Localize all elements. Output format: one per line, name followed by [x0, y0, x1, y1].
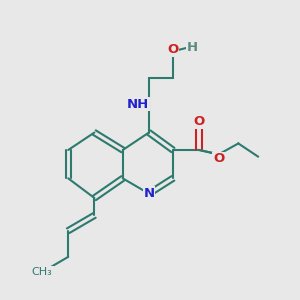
Text: O: O — [194, 115, 205, 128]
Text: NH: NH — [127, 98, 149, 111]
Text: CH₃: CH₃ — [32, 267, 52, 277]
Text: O: O — [213, 152, 224, 165]
Text: O: O — [167, 43, 178, 56]
Text: H: H — [187, 41, 198, 54]
Text: N: N — [143, 187, 155, 200]
